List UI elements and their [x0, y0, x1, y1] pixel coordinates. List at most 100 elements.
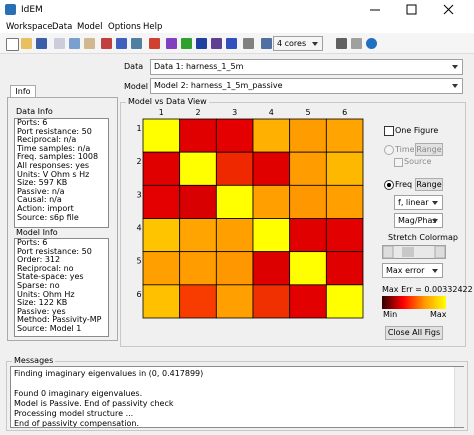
model-info-label: Model Info	[16, 228, 58, 237]
messages-scrollbar[interactable]	[454, 367, 464, 427]
heatmap-cell[interactable]	[289, 284, 327, 319]
one-figure-checkbox[interactable]	[384, 126, 394, 136]
metric-dropdown[interactable]: Max error	[382, 263, 443, 278]
tool-b[interactable]	[116, 38, 127, 49]
tool-save[interactable]	[36, 38, 47, 49]
freq-scale-dropdown[interactable]: f, linear	[394, 195, 443, 210]
tool-help[interactable]	[366, 38, 377, 49]
menu-item[interactable]: Help	[143, 22, 163, 32]
row-label: 5	[136, 257, 141, 266]
heatmap-cell[interactable]	[289, 151, 327, 186]
close[interactable]	[443, 4, 454, 15]
freq-radio[interactable]	[384, 180, 394, 190]
heatmap-cell[interactable]	[289, 184, 327, 219]
menu-item[interactable]: Model	[77, 22, 103, 32]
messages-log: Finding imaginary eigenvalues in (0, 0.4…	[10, 366, 464, 428]
heatmap-cell[interactable]	[325, 184, 364, 219]
info-line: Finding imaginary eigenvalues in (0, 0.4…	[14, 369, 204, 378]
tool-new[interactable]	[6, 38, 19, 51]
window-controls[interactable]	[360, 0, 474, 20]
col-label: 2	[195, 108, 200, 117]
tool-i[interactable]	[226, 38, 237, 49]
tool-k[interactable]	[351, 38, 362, 49]
data-info-list: Ports: 6 Port resistance: 50 Reciprocal: n…	[14, 118, 109, 228]
messages-group: Messages	[6, 356, 468, 431]
info-line: Method: Passivity-MP	[17, 315, 102, 325]
cores-dropdown[interactable]: 4 cores	[273, 36, 323, 51]
tool-c[interactable]	[131, 38, 142, 49]
row-label: 2	[136, 157, 141, 166]
menu-item[interactable]: Options	[108, 22, 141, 32]
menu-item[interactable]: Data	[52, 22, 73, 32]
heatmap-cell[interactable]	[252, 251, 291, 286]
heatmap-cell[interactable]	[179, 151, 217, 186]
heatmap-cell[interactable]	[215, 218, 254, 253]
heatmap-cell[interactable]	[215, 151, 254, 186]
slider-right-arrow[interactable]	[434, 245, 446, 259]
close-all-button[interactable]: Close All Figs	[385, 326, 443, 340]
heatmap-cell[interactable]	[179, 184, 217, 219]
tool-pointer[interactable]	[54, 38, 65, 49]
heatmap-cell[interactable]	[325, 251, 364, 286]
heatmap-cell[interactable]	[179, 118, 217, 153]
heatmap-cell[interactable]	[252, 284, 291, 319]
heatmap-cell[interactable]	[179, 218, 217, 253]
menu-item[interactable]: Workspace	[6, 22, 53, 32]
heatmap-cell[interactable]	[325, 151, 364, 186]
info-line: Size: 122 KB	[17, 298, 68, 308]
plot-kind-dropdown[interactable]: Mag/Phas	[394, 213, 443, 228]
info-line: Action: import	[17, 203, 74, 213]
heatmap-cell[interactable]	[252, 218, 291, 253]
max-err-label: Max Err = 0.00332422	[382, 285, 473, 294]
tool-e[interactable]	[166, 38, 177, 49]
data-dropdown[interactable]: Data 1: harness_1_5m	[150, 59, 463, 75]
messages-label: Messages	[12, 356, 56, 365]
tool-f[interactable]	[181, 38, 192, 49]
heatmap-cell[interactable]	[325, 218, 364, 253]
tool-a[interactable]	[101, 38, 112, 49]
freq-label: Freq	[395, 180, 413, 189]
heatmap-cell[interactable]	[179, 284, 217, 319]
heatmap-cell[interactable]	[252, 151, 291, 186]
heatmap-cell[interactable]	[289, 118, 327, 153]
info-tab[interactable]: Info	[10, 85, 36, 98]
tool-pan[interactable]	[84, 38, 95, 49]
heatmap-cell[interactable]	[142, 184, 181, 219]
heatmap-cell[interactable]	[179, 251, 217, 286]
stretch-slider[interactable]	[382, 245, 446, 259]
data-info-label: Data Info	[16, 107, 53, 116]
slider-left-arrow[interactable]	[382, 245, 394, 259]
tool-g[interactable]	[196, 38, 207, 49]
heatmap-cell[interactable]	[142, 151, 181, 186]
tool-d[interactable]	[149, 38, 160, 49]
tool-h[interactable]	[211, 38, 222, 49]
maximize[interactable]	[406, 4, 417, 15]
heatmap-cell[interactable]	[142, 218, 181, 253]
heatmap-cell[interactable]	[252, 184, 291, 219]
model-dropdown[interactable]: Model 2: harness_1_5m_passive	[150, 78, 463, 94]
freq-range-button[interactable]: Range	[415, 178, 443, 191]
heatmap-cell[interactable]	[252, 118, 291, 153]
heatmap-cell[interactable]	[142, 118, 181, 153]
heatmap-cell[interactable]	[325, 118, 364, 153]
heatmap-cell[interactable]	[215, 251, 254, 286]
tool-stop[interactable]	[243, 38, 254, 49]
heatmap-cell[interactable]	[215, 118, 254, 153]
row-label: 6	[136, 290, 141, 299]
info-line: Size: 597 KB	[17, 178, 68, 188]
heatmap-cell[interactable]	[215, 184, 254, 219]
heatmap-cell[interactable]	[289, 251, 327, 286]
time-range-button[interactable]: Range	[415, 143, 443, 156]
tool-zoom[interactable]	[69, 38, 80, 49]
heatmap-cell[interactable]	[325, 284, 364, 319]
heatmap-cell[interactable]	[142, 284, 181, 319]
tool-open[interactable]	[21, 38, 32, 49]
heatmap-cell[interactable]	[215, 284, 254, 319]
tool-j[interactable]	[336, 38, 347, 49]
source-checkbox[interactable]	[394, 158, 403, 167]
tool-cores[interactable]	[261, 38, 272, 49]
heatmap-cell[interactable]	[289, 218, 327, 253]
heatmap-cell[interactable]	[142, 251, 181, 286]
slider-thumb[interactable]	[402, 247, 414, 257]
time-radio[interactable]	[384, 145, 394, 155]
